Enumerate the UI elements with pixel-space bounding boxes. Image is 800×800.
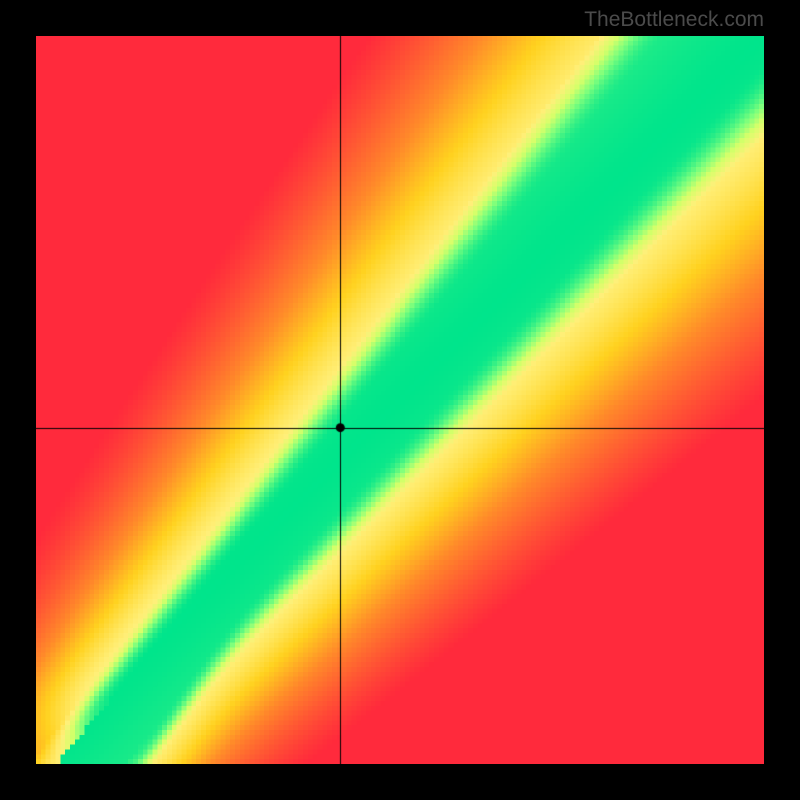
chart-container: TheBottleneck.com [0, 0, 800, 800]
bottleneck-heatmap [36, 36, 764, 764]
watermark-text: TheBottleneck.com [584, 8, 764, 32]
